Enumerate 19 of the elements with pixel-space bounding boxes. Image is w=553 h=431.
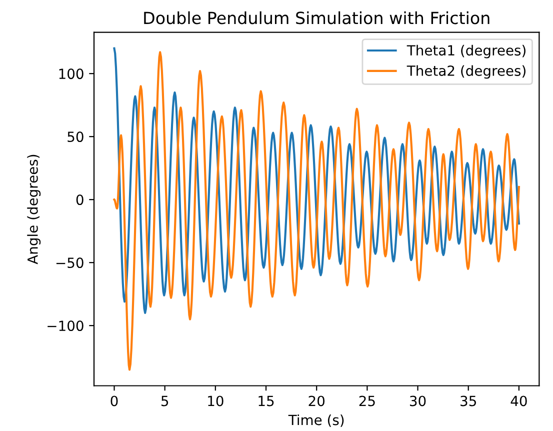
x-tick-label: 0 [110, 396, 118, 406]
legend-label: Theta2 (degrees) [406, 65, 526, 79]
x-axis-title: Time (s) [288, 414, 344, 427]
y-tick-label: 50 [68, 132, 84, 142]
y-tick-label: 0 [76, 194, 84, 206]
y-tick-label: 100 [59, 68, 84, 80]
x-tick-label: 35 [460, 396, 476, 406]
x-tick-label: 20 [308, 396, 325, 406]
x-tick-label: 15 [258, 396, 274, 406]
y-tick-label: −100 [48, 320, 84, 332]
y-axis-title: Angle (degrees) [27, 154, 41, 264]
x-tick-label: 5 [161, 396, 168, 406]
y-tick-label: −50 [56, 258, 84, 268]
x-tick-label: 40 [510, 396, 527, 406]
x-tick-label: 25 [359, 396, 375, 406]
chart-title: Double Pendulum Simulation with Friction [144, 11, 490, 24]
x-tick-label: 30 [410, 396, 426, 406]
x-tick-label: 10 [208, 396, 224, 406]
legend-label: Theta1 (degrees) [406, 44, 526, 58]
